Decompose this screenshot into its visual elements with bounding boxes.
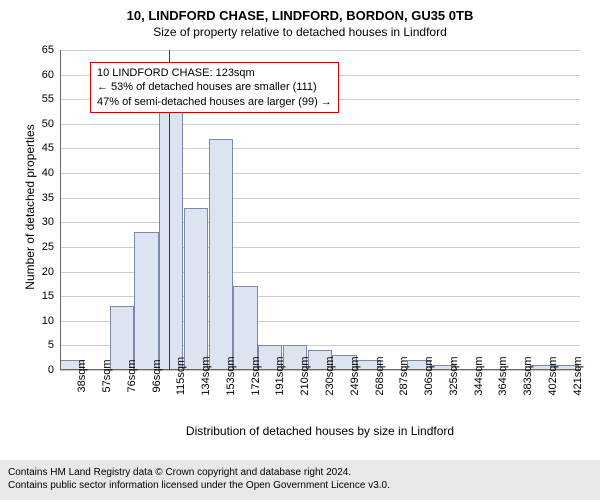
gridline [60, 124, 580, 125]
y-tick: 55 [0, 93, 54, 105]
x-tick: 249sqm [349, 356, 361, 395]
y-tick: 10 [0, 315, 54, 327]
x-tick: 230sqm [324, 356, 336, 395]
gridline [60, 173, 580, 174]
histogram-bar [134, 232, 158, 370]
x-tick: 325sqm [448, 356, 460, 395]
x-tick: 306sqm [423, 356, 435, 395]
x-tick: 421sqm [572, 356, 584, 395]
x-tick: 57sqm [101, 359, 113, 392]
chart-container: 10, LINDFORD CHASE, LINDFORD, BORDON, GU… [0, 0, 600, 500]
gridline [60, 148, 580, 149]
histogram-bar [159, 99, 183, 370]
y-tick: 30 [0, 216, 54, 228]
y-tick: 35 [0, 192, 54, 204]
x-tick: 153sqm [225, 356, 237, 395]
gridline [60, 198, 580, 199]
x-tick: 38sqm [76, 359, 88, 392]
y-tick: 45 [0, 142, 54, 154]
x-tick: 96sqm [151, 359, 163, 392]
info-box-line: 47% of semi-detached houses are larger (… [97, 95, 332, 109]
x-tick: 172sqm [250, 356, 262, 395]
info-box: 10 LINDFORD CHASE: 123sqm← 53% of detach… [90, 62, 339, 113]
x-tick: 268sqm [374, 356, 386, 395]
gridline [60, 222, 580, 223]
x-tick: 383sqm [522, 356, 534, 395]
x-tick: 210sqm [299, 356, 311, 395]
x-tick: 344sqm [473, 356, 485, 395]
y-tick: 0 [0, 364, 54, 376]
y-tick: 65 [0, 44, 54, 56]
x-axis-label: Distribution of detached houses by size … [60, 424, 580, 438]
x-tick: 191sqm [274, 356, 286, 395]
x-tick: 364sqm [497, 356, 509, 395]
x-tick: 287sqm [398, 356, 410, 395]
y-tick: 60 [0, 69, 54, 81]
y-tick: 25 [0, 241, 54, 253]
y-tick: 20 [0, 266, 54, 278]
y-tick: 50 [0, 118, 54, 130]
footer-line2: Contains public sector information licen… [8, 479, 592, 492]
x-tick: 134sqm [200, 356, 212, 395]
info-box-line: ← 53% of detached houses are smaller (11… [97, 80, 332, 94]
y-tick: 5 [0, 339, 54, 351]
y-axis [60, 50, 61, 370]
info-box-line: 10 LINDFORD CHASE: 123sqm [97, 66, 332, 80]
y-tick: 40 [0, 167, 54, 179]
footer-line1: Contains HM Land Registry data © Crown c… [8, 466, 592, 479]
title-main: 10, LINDFORD CHASE, LINDFORD, BORDON, GU… [0, 0, 600, 23]
histogram-bar [209, 139, 233, 370]
histogram-bar [184, 208, 208, 370]
y-tick: 15 [0, 290, 54, 302]
title-sub: Size of property relative to detached ho… [0, 23, 600, 43]
gridline [60, 50, 580, 51]
footer: Contains HM Land Registry data © Crown c… [0, 460, 600, 500]
x-tick: 402sqm [547, 356, 559, 395]
x-tick: 76sqm [126, 359, 138, 392]
x-tick: 115sqm [175, 357, 187, 395]
